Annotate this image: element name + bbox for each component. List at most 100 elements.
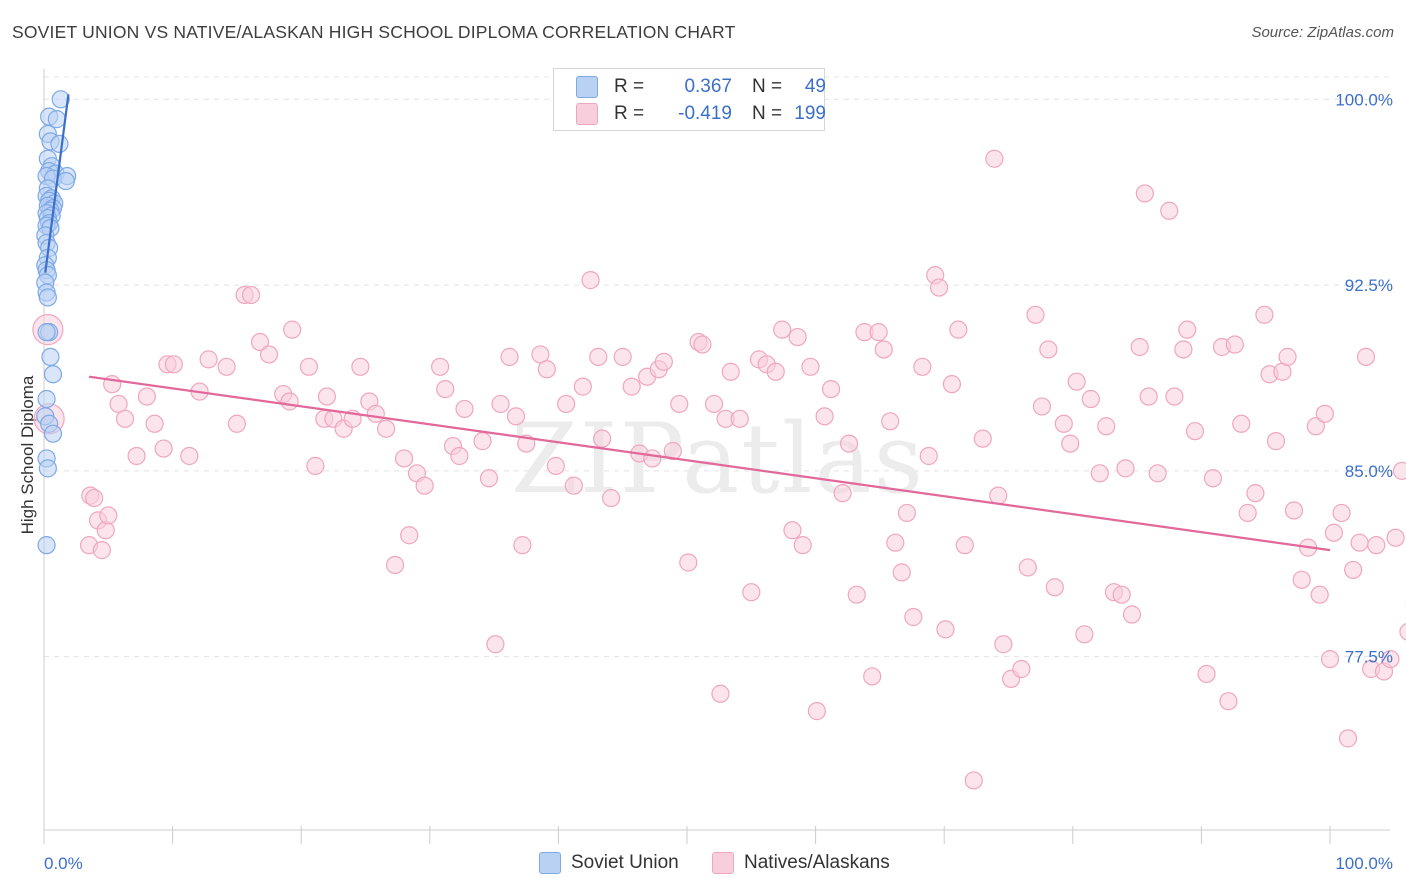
natives-alaskans-point xyxy=(1238,503,1257,523)
natives-alaskans-point xyxy=(400,526,419,545)
natives-alaskans-trend-line xyxy=(88,375,1331,552)
natives-alaskans-point xyxy=(742,583,761,602)
natives-alaskans-point xyxy=(955,536,974,555)
natives-alaskans-point xyxy=(1278,347,1297,366)
natives-alaskans-point xyxy=(730,409,749,428)
natives-alaskans-point xyxy=(180,446,199,466)
soviet-union-point xyxy=(47,110,66,129)
natives-alaskans-point xyxy=(581,271,600,290)
natives-alaskans-point xyxy=(394,449,414,468)
legend-swatch-soviet-union xyxy=(539,852,561,874)
natives-alaskans-point xyxy=(145,414,164,433)
natives-alaskans-point xyxy=(704,394,724,414)
natives-alaskans-point xyxy=(241,285,261,305)
natives-alaskans-point xyxy=(936,620,955,639)
soviet-union-point xyxy=(38,288,57,307)
natives-alaskans-point xyxy=(711,684,730,703)
soviet-union-point xyxy=(38,459,57,478)
natives-alaskans-point xyxy=(693,335,712,354)
soviet-union-point xyxy=(37,536,56,555)
natives-alaskans-point xyxy=(127,446,146,466)
natives-alaskans-point xyxy=(1135,184,1154,203)
soviet-union-point xyxy=(50,134,69,153)
natives-alaskans-point xyxy=(259,345,279,364)
natives-alaskans-point xyxy=(1122,605,1142,624)
legend-r-label: R = xyxy=(614,103,645,124)
natives-alaskans-point xyxy=(807,702,826,721)
natives-alaskans-point xyxy=(557,394,576,414)
natives-alaskans-point xyxy=(1367,536,1386,555)
natives-alaskans-point xyxy=(989,486,1008,505)
natives-alaskans-point xyxy=(164,355,183,374)
natives-alaskans-point xyxy=(500,347,519,366)
natives-alaskans-point xyxy=(317,387,337,406)
legend-item-soviet-union[interactable]: Soviet Union xyxy=(539,852,679,874)
legend-swatch-natives-alaskans xyxy=(576,103,598,125)
natives-alaskans-point xyxy=(473,432,492,451)
soviet-union-point xyxy=(51,90,70,109)
natives-alaskans-point xyxy=(643,449,662,468)
natives-alaskans-point xyxy=(892,563,911,582)
natives-alaskans-point xyxy=(385,555,405,575)
natives-alaskans-point xyxy=(766,362,785,381)
tick-labels: 77.5% 85.0% 92.5% 100.0% 0.0% 100.0% xyxy=(44,90,1393,873)
legend-n-label: N = xyxy=(752,76,783,97)
natives-alaskans-point xyxy=(929,278,949,297)
natives-alaskans-point xyxy=(306,456,325,475)
natives-alaskans-point xyxy=(1332,503,1351,523)
natives-alaskans-point xyxy=(1174,340,1193,359)
legend-label-natives-alaskans: Natives/Alaskans xyxy=(744,852,890,873)
natives-alaskans-point xyxy=(863,667,882,686)
x-tick-label: 100.0% xyxy=(1335,854,1393,873)
natives-alaskans-point xyxy=(869,323,888,342)
natives-alaskans-point xyxy=(589,347,608,366)
natives-alaskans-point xyxy=(1178,320,1197,339)
natives-alaskans-point xyxy=(1165,387,1184,406)
natives-alaskans-point xyxy=(783,521,802,540)
natives-alaskans-point xyxy=(366,404,385,423)
natives-alaskans-point xyxy=(881,412,900,431)
natives-alaskans-point xyxy=(847,585,866,604)
natives-alaskans-point xyxy=(1039,340,1058,359)
natives-alaskans-point xyxy=(199,350,218,369)
legend-item-natives-alaskans[interactable]: Natives/Alaskans xyxy=(712,852,890,874)
natives-alaskans-point xyxy=(283,320,302,339)
natives-alaskans-point xyxy=(99,506,118,525)
natives-alaskans-point xyxy=(115,409,135,428)
legend-row-soviet-union: R = 0.367 N = 49 xyxy=(576,74,826,100)
natives-alaskans-point xyxy=(1130,337,1149,357)
natives-alaskans-point xyxy=(874,340,893,359)
natives-alaskans-point xyxy=(1320,649,1340,669)
natives-alaskans-point xyxy=(1075,625,1094,644)
natives-alaskans-point xyxy=(994,635,1013,654)
natives-alaskans-point xyxy=(376,419,396,438)
natives-alaskans-point xyxy=(436,379,455,399)
natives-alaskans-point xyxy=(1350,533,1369,552)
natives-alaskans-point xyxy=(250,332,270,352)
natives-alaskans-point xyxy=(506,407,526,426)
soviet-union-point xyxy=(43,424,63,443)
natives-alaskans-point xyxy=(154,439,173,458)
legend-r-value: -0.419 xyxy=(678,103,732,124)
natives-alaskans-point xyxy=(1139,387,1158,406)
soviet-union-point xyxy=(37,389,56,409)
natives-alaskans-point xyxy=(217,357,236,376)
natives-alaskans-point xyxy=(1324,523,1343,542)
natives-alaskans-point xyxy=(1246,484,1265,503)
natives-alaskans-point xyxy=(839,434,859,453)
natives-alaskans-point xyxy=(1160,201,1179,220)
natives-alaskans-point xyxy=(491,394,510,414)
natives-alaskans-point xyxy=(1067,372,1086,391)
y-tick-label: 77.5% xyxy=(1345,648,1393,667)
data-points xyxy=(32,90,1406,790)
natives-alaskans-point xyxy=(430,357,450,376)
x-tick-label: 0.0% xyxy=(44,854,83,873)
natives-alaskans-point xyxy=(721,362,740,381)
natives-alaskans-point xyxy=(573,377,592,396)
natives-alaskans-point xyxy=(479,469,499,488)
natives-alaskans-point xyxy=(904,607,923,627)
natives-alaskans-point xyxy=(1232,414,1251,433)
natives-alaskans-point xyxy=(973,429,992,448)
soviet-union-trend-line xyxy=(44,94,70,273)
